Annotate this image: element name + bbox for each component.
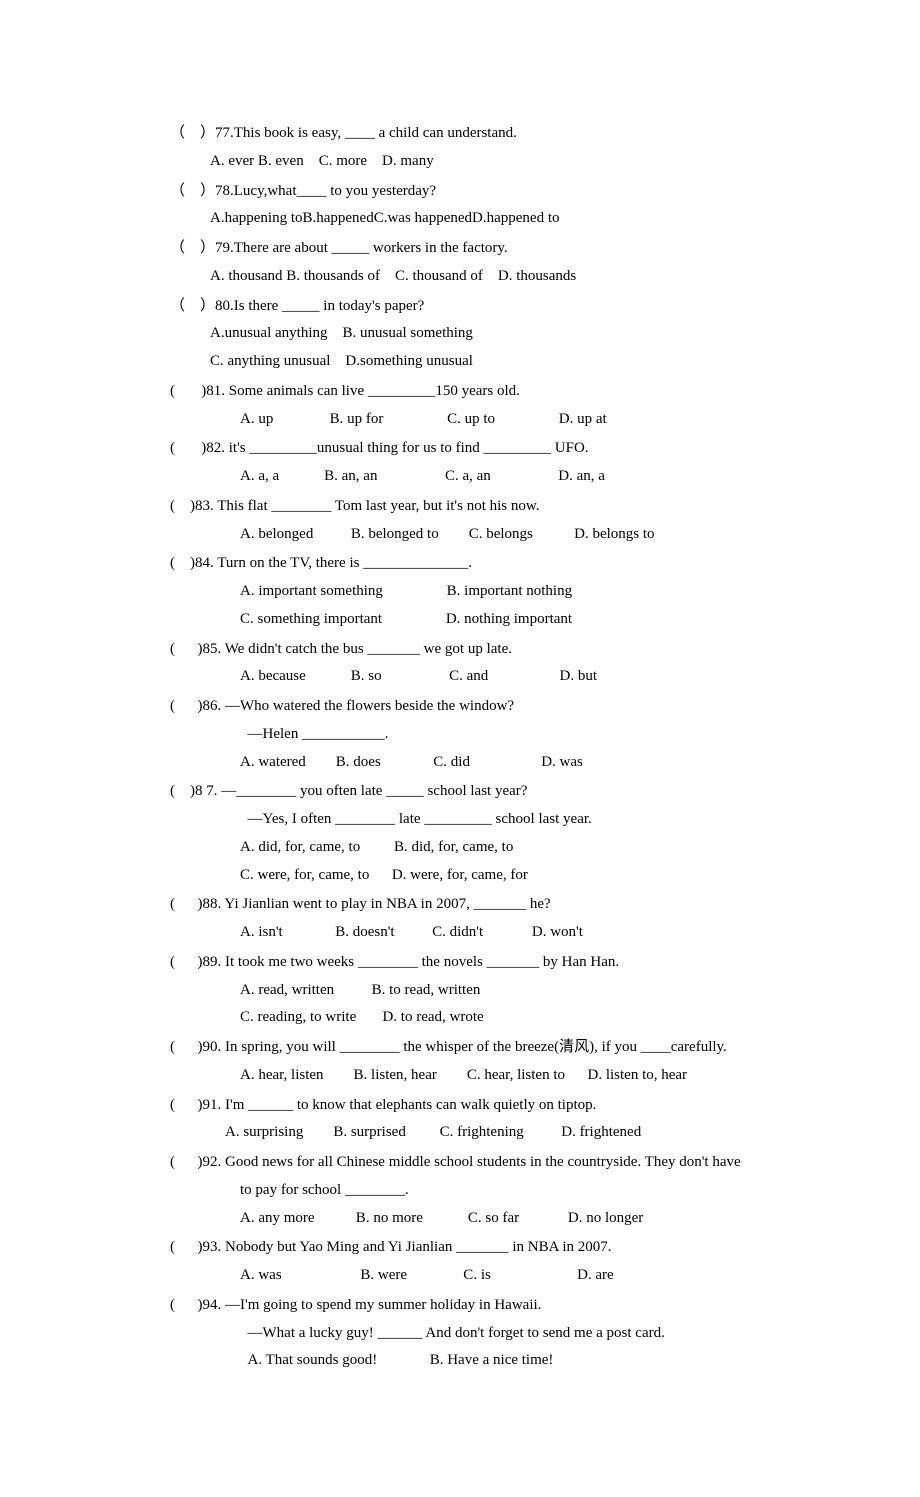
question-options: A. That sounds good! B. Have a nice time… <box>170 1347 760 1375</box>
question-stem: ( )81. Some animals can live _________15… <box>170 378 760 406</box>
question-options: A.happening toB.happenedC.was happenedD.… <box>170 205 760 233</box>
question: ( )85. We didn't catch the bus _______ w… <box>170 636 760 692</box>
question: ( )93. Nobody but Yao Ming and Yi Jianli… <box>170 1234 760 1290</box>
question-options: A. watered B. does C. did D. was <box>170 749 760 777</box>
question-stem-extra: —What a lucky guy! ______ And don't forg… <box>170 1320 760 1348</box>
question-stem: ( )8 7. —________ you often late _____ s… <box>170 778 760 806</box>
question-options: A. hear, listen B. listen, hear C. hear,… <box>170 1062 760 1090</box>
question-stem: ( )84. Turn on the TV, there is ________… <box>170 550 760 578</box>
question: ( )94. —I'm going to spend my summer hol… <box>170 1292 760 1375</box>
question-stem: ( )83. This flat ________ Tom last year,… <box>170 493 760 521</box>
worksheet-content: （ ）77.This book is easy, ____ a child ca… <box>170 120 760 1375</box>
question-options: A. important something B. important noth… <box>170 578 760 606</box>
question: ( )8 7. —________ you often late _____ s… <box>170 778 760 889</box>
question-stem: ( )85. We didn't catch the bus _______ w… <box>170 636 760 664</box>
question-options: C. anything unusual D.something unusual <box>170 348 760 376</box>
question: ( )86. —Who watered the flowers beside t… <box>170 693 760 776</box>
question-stem: ( )93. Nobody but Yao Ming and Yi Jianli… <box>170 1234 760 1262</box>
question: ( )90. In spring, you will ________ the … <box>170 1034 760 1090</box>
question-stem: ( )91. I'm ______ to know that elephants… <box>170 1092 760 1120</box>
question-stem: ( )94. —I'm going to spend my summer hol… <box>170 1292 760 1320</box>
question-stem: （ ）80.Is there _____ in today's paper? <box>170 293 760 321</box>
question: ( )84. Turn on the TV, there is ________… <box>170 550 760 633</box>
question-options: A. surprising B. surprised C. frightenin… <box>170 1119 760 1147</box>
question-stem-extra: —Helen ___________. <box>170 721 760 749</box>
question-options: A. belonged B. belonged to C. belongs D.… <box>170 521 760 549</box>
question-stem: ( )86. —Who watered the flowers beside t… <box>170 693 760 721</box>
question-options: A. any more B. no more C. so far D. no l… <box>170 1205 760 1233</box>
question: ( )83. This flat ________ Tom last year,… <box>170 493 760 549</box>
question: ( )92. Good news for all Chinese middle … <box>170 1149 760 1232</box>
question-options: C. something important D. nothing import… <box>170 606 760 634</box>
question: （ ）78.Lucy,what____ to you yesterday?A.h… <box>170 178 760 234</box>
question-options: A. ever B. even C. more D. many <box>170 148 760 176</box>
question-stem: ( )88. Yi Jianlian went to play in NBA i… <box>170 891 760 919</box>
question: （ ）80.Is there _____ in today's paper?A.… <box>170 293 760 376</box>
question: （ ）77.This book is easy, ____ a child ca… <box>170 120 760 176</box>
question-stem: （ ）79.There are about _____ workers in t… <box>170 235 760 263</box>
question: ( )82. it's _________unusual thing for u… <box>170 435 760 491</box>
question-stem: （ ）78.Lucy,what____ to you yesterday? <box>170 178 760 206</box>
question-options: A. a, a B. an, an C. a, an D. an, a <box>170 463 760 491</box>
question-stem: ( )92. Good news for all Chinese middle … <box>170 1149 760 1177</box>
question-stem-extra: —Yes, I often ________ late _________ sc… <box>170 806 760 834</box>
question-options: A. because B. so C. and D. but <box>170 663 760 691</box>
question: ( )91. I'm ______ to know that elephants… <box>170 1092 760 1148</box>
question-stem: ( )90. In spring, you will ________ the … <box>170 1034 760 1062</box>
question: ( )81. Some animals can live _________15… <box>170 378 760 434</box>
question: ( )89. It took me two weeks ________ the… <box>170 949 760 1032</box>
question-options: A. up B. up for C. up to D. up at <box>170 406 760 434</box>
question-options: A.unusual anything B. unusual something <box>170 320 760 348</box>
question-options: A. thousand B. thousands of C. thousand … <box>170 263 760 291</box>
question-options: A. isn't B. doesn't C. didn't D. won't <box>170 919 760 947</box>
question-stem: （ ）77.This book is easy, ____ a child ca… <box>170 120 760 148</box>
question: ( )88. Yi Jianlian went to play in NBA i… <box>170 891 760 947</box>
question-options: C. reading, to write D. to read, wrote <box>170 1004 760 1032</box>
question-options: A. read, written B. to read, written <box>170 977 760 1005</box>
question-stem: ( )89. It took me two weeks ________ the… <box>170 949 760 977</box>
question-options: A. did, for, came, to B. did, for, came,… <box>170 834 760 862</box>
question-options: A. was B. were C. is D. are <box>170 1262 760 1290</box>
question-options: C. were, for, came, to D. were, for, cam… <box>170 862 760 890</box>
question: （ ）79.There are about _____ workers in t… <box>170 235 760 291</box>
question-stem-extra: to pay for school ________. <box>170 1177 760 1205</box>
question-stem: ( )82. it's _________unusual thing for u… <box>170 435 760 463</box>
